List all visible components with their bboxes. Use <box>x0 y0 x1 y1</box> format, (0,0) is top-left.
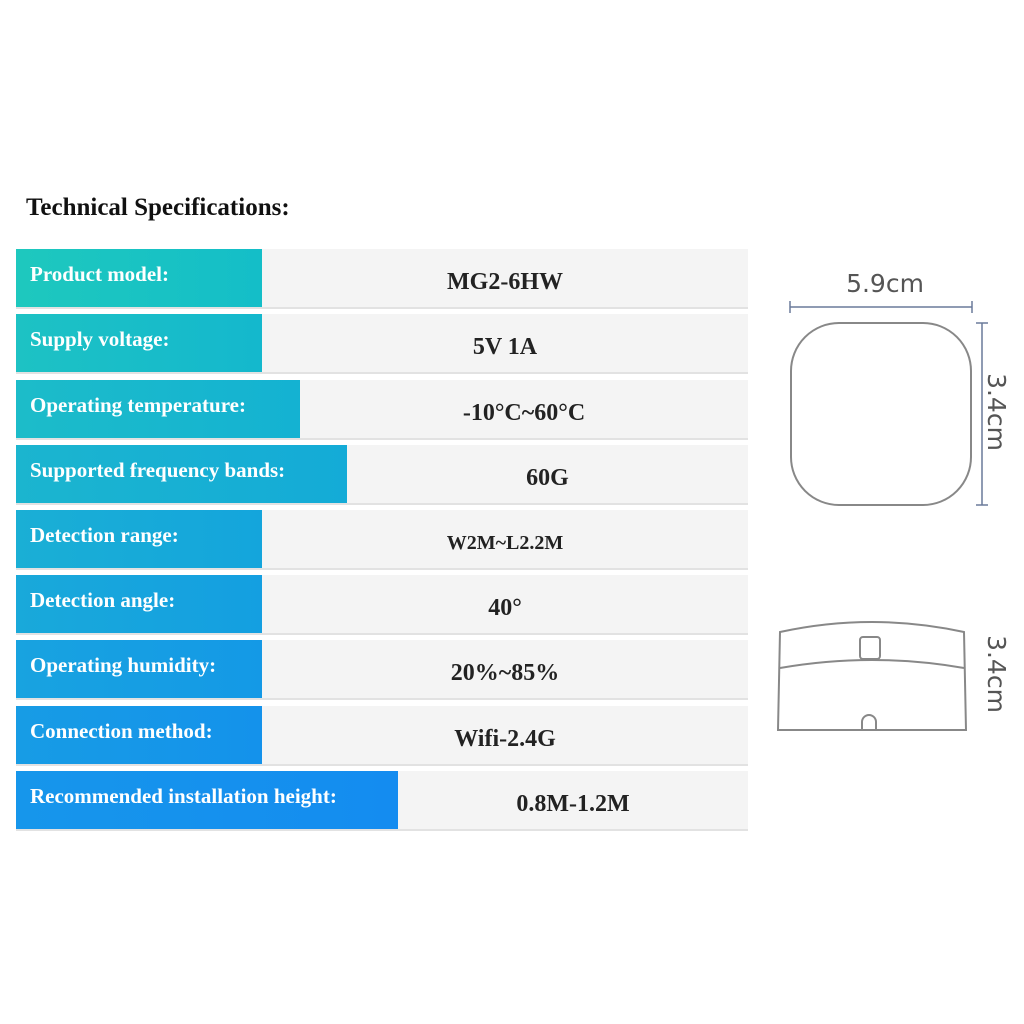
spec-value: 20%~85% <box>450 660 560 686</box>
side-height-label: 3.4cm <box>982 635 1011 713</box>
device-top <box>790 322 972 506</box>
spec-row: Recommended installation height: 0.8M-1.2… <box>16 771 748 831</box>
width-label: 5.9cm <box>846 269 924 298</box>
spec-value: W2M~L2.2M <box>446 532 564 554</box>
spec-value: 0.8M-1.2M <box>516 791 630 817</box>
title: Technical Specifications: <box>26 194 290 221</box>
spec-label: Supply voltage: <box>16 314 262 372</box>
spec-label: Detection range: <box>16 510 262 568</box>
spec-label: Operating temperature: <box>16 380 300 438</box>
device-slot <box>861 714 877 730</box>
spec-value: -10°C~60°C <box>462 400 586 426</box>
spec-label: Connection method: <box>16 706 262 764</box>
spec-label: Recommended installation height: <box>16 771 398 829</box>
spec-row: Operating humidity: 20%~85% <box>16 640 748 700</box>
spec-value: 40° <box>488 595 522 621</box>
device-side <box>776 621 968 731</box>
height-label: 3.4cm <box>982 373 1011 451</box>
spec-value: Wifi-2.4G <box>454 726 556 752</box>
spec-row: Product model: MG2-6HW <box>16 249 748 309</box>
spec-label: Operating humidity: <box>16 640 262 698</box>
spec-value: 5V 1A <box>472 334 538 360</box>
spec-row: Operating temperature: -10°C~60°C <box>16 380 748 440</box>
spec-value: MG2-6HW <box>447 269 563 295</box>
spec-row: Supply voltage: 5V 1A <box>16 314 748 374</box>
spec-row: Supported frequency bands: 60G <box>16 445 748 505</box>
spec-value: 60G <box>526 465 569 491</box>
spec-row: Detection range: W2M~L2.2M <box>16 510 748 570</box>
spec-label: Detection angle: <box>16 575 262 633</box>
device-button <box>859 636 881 660</box>
spec-row: Connection method: Wifi-2.4G <box>16 706 748 766</box>
spec-label: Supported frequency bands: <box>16 445 347 503</box>
spec-row: Detection angle: 40° <box>16 575 748 635</box>
spec-label: Product model: <box>16 249 262 307</box>
